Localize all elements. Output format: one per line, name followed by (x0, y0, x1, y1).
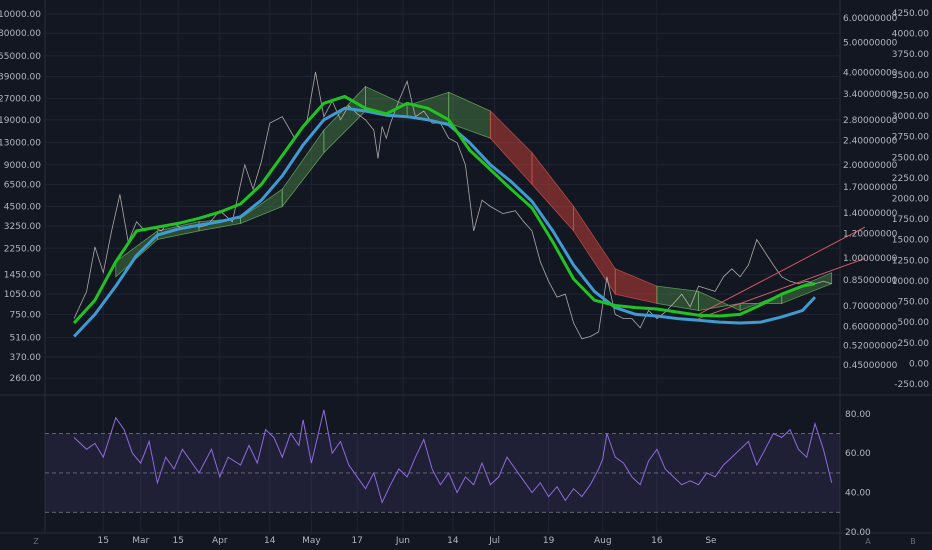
mid-axis-tick-label: 0.45000000 (843, 361, 898, 371)
right-axis-tick-label: 3750.00 (892, 50, 929, 60)
x-axis-tick-label: 16 (651, 536, 663, 546)
x-axis-tick-label: 19 (543, 536, 555, 546)
left-axis-tick-label: 6500.00 (4, 180, 41, 190)
right-axis-tick-label: 2750.00 (892, 133, 929, 143)
x-axis-tick-label: Jun (395, 536, 410, 546)
trendline-lower (698, 258, 866, 319)
right-axis-tick-label: 3250.00 (892, 91, 929, 101)
mid-axis-tick-label: 1.20000000 (843, 230, 898, 240)
right-axis-tick-label: 500.00 (898, 318, 930, 328)
rsi-line (73, 409, 833, 504)
left-axis-tick-label: 110000.00 (0, 10, 41, 20)
left-axis-tick-label: 750.00 (10, 310, 42, 320)
mid-axis-tick-label: 2.40000000 (843, 137, 898, 147)
rsi-axis-tick-label: 60.00 (845, 449, 871, 459)
left-axis-tick-label: 39000.00 (0, 72, 41, 82)
mid-axis-tick-label: 5.00000000 (843, 38, 898, 48)
series-lines (72, 71, 866, 340)
a-label: A (865, 537, 871, 546)
right-axis-tick-label: 2250.00 (892, 174, 929, 184)
rsi-axis-tick-label: 40.00 (845, 489, 871, 499)
right-axis-tick-label: -250.00 (894, 380, 929, 390)
left-axis-tick-label: 1450.00 (4, 271, 41, 281)
left-axis-tick-label: 9000.00 (4, 161, 41, 171)
right-axis-tick-label: 1750.00 (892, 215, 929, 225)
mid-axis-tick-label: 1.40000000 (843, 209, 898, 219)
axes: 110000.00 80000.00 55000.00 39000.00 27000.0… (0, 9, 929, 546)
x-axis-tick-label: Apr (212, 536, 228, 546)
x-axis-tick-label: 14 (264, 536, 276, 546)
x-axis-tick-label: 15 (172, 536, 183, 546)
b-label: B (910, 537, 916, 546)
z-label: Z (33, 537, 39, 546)
mid-axis-tick-label: 6.00000000 (843, 14, 898, 24)
left-axis-tick-label: 4500.00 (4, 203, 41, 213)
x-axis-tick-label: Se (705, 536, 717, 546)
left-axis-tick-label: 1050.00 (4, 290, 41, 300)
mid-axis-tick-label: 3.40000000 (843, 90, 898, 100)
left-axis-tick-label: 370.00 (10, 353, 42, 363)
right-axis-tick-label: 4250.00 (892, 9, 929, 19)
rsi-panel (45, 409, 840, 513)
left-axis-tick-label: 27000.00 (0, 95, 41, 105)
rsi-axis-tick-label: 20.00 (845, 528, 871, 538)
x-axis-tick-label: Mar (132, 536, 149, 546)
left-axis-tick-label: 3250.00 (4, 222, 41, 232)
mid-axis-tick-label: 0.70000000 (843, 302, 898, 312)
right-axis-tick-label: 3500.00 (892, 71, 929, 81)
x-axis-tick-label: 15 (98, 536, 109, 546)
right-axis-tick-label: 3000.00 (892, 112, 929, 122)
mid-axis-tick-label: 0.52000000 (843, 342, 898, 352)
x-axis-tick-label: 14 (447, 536, 459, 546)
left-axis-tick-label: 13000.00 (0, 139, 41, 149)
mid-axis-tick-label: 0.85000000 (843, 276, 898, 286)
left-axis-tick-label: 55000.00 (0, 52, 41, 62)
ichimoku-cloud (115, 85, 833, 312)
mid-axis-tick-label: 2.00000000 (843, 161, 898, 171)
right-axis-tick-label: 2500.00 (892, 153, 929, 163)
x-axis-tick-label: Jul (488, 536, 500, 546)
mid-axis-tick-label: 4.00000000 (843, 68, 898, 78)
x-axis-tick-label: Aug (594, 536, 612, 546)
left-axis-tick-label: 19000.00 (0, 116, 41, 126)
x-axis-tick-label: May (302, 536, 321, 546)
mid-axis-tick-label: 2.80000000 (843, 116, 898, 126)
right-axis-tick-label: 4000.00 (892, 30, 929, 40)
trendline-upper (698, 226, 866, 315)
mid-axis-tick-label: 0.60000000 (843, 322, 898, 332)
left-axis-tick-label: 2250.00 (4, 244, 41, 254)
right-axis-tick-label: 250.00 (898, 339, 930, 349)
mid-axis-tick-label: 1.00000000 (843, 254, 898, 264)
right-axis-tick-label: 750.00 (898, 298, 930, 308)
mid-axis-tick-label: 1.70000000 (843, 183, 898, 193)
moving-average-fast (72, 94, 816, 325)
right-axis-tick-label: 1500.00 (892, 236, 929, 246)
left-axis-tick-label: 260.00 (10, 374, 42, 384)
moving-average-slow (73, 106, 817, 338)
left-axis-tick-label: 80000.00 (0, 29, 41, 39)
right-axis-tick-label: 0.00 (909, 359, 929, 369)
x-axis-tick-label: 17 (351, 536, 362, 546)
left-axis-tick-label: 510.00 (10, 334, 42, 344)
right-axis-tick-label: 2000.00 (892, 195, 929, 205)
right-axis-tick-label: 1000.00 (892, 277, 929, 287)
right-axis-tick-label: 1250.00 (892, 256, 929, 266)
rsi-axis-tick-label: 80.00 (845, 410, 871, 420)
